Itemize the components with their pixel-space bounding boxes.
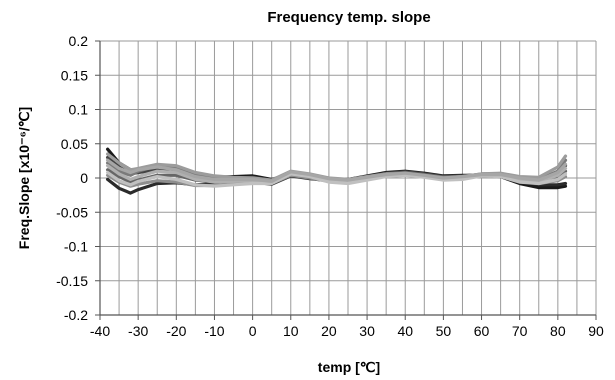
x-tick-label: 10 — [283, 323, 299, 339]
x-tick-label: 40 — [397, 323, 413, 339]
y-tick-label: -0.2 — [64, 307, 88, 323]
x-tick-label: 30 — [359, 323, 375, 339]
x-tick-label: -20 — [166, 323, 186, 339]
x-tick-label: 50 — [436, 323, 452, 339]
y-tick-label: 0.05 — [61, 136, 88, 152]
series-line-10 — [106, 158, 568, 183]
y-axis-label: Freq.Slope [x10⁻⁶/℃] — [16, 107, 32, 249]
y-tick-label: -0.15 — [56, 273, 88, 289]
chart-title: Frequency temp. slope — [267, 9, 430, 26]
axes — [95, 40, 597, 320]
x-tick-label: -10 — [204, 323, 224, 339]
x-tick-label: 20 — [321, 323, 337, 339]
y-tick-label: 0.15 — [61, 67, 88, 83]
series-lines — [106, 147, 568, 195]
x-tick-label: 70 — [512, 323, 528, 339]
y-tick-label: -0.1 — [64, 239, 88, 255]
series-line-9 — [106, 170, 568, 188]
x-tick-label: -40 — [90, 323, 110, 339]
y-tick-label: -0.05 — [56, 204, 88, 220]
y-tick-label: 0.2 — [69, 33, 89, 49]
x-tick-label: 90 — [588, 323, 604, 339]
x-tick-label: 0 — [249, 323, 257, 339]
y-tick-label: 0.1 — [69, 102, 89, 118]
x-tick-label: 80 — [550, 323, 566, 339]
x-axis-label: temp [℃] — [318, 359, 380, 375]
y-tick-label: 0 — [80, 170, 88, 186]
y-tick-labels: 0.2 0.15 0.1 0.05 0 -0.05 -0.1 -0.15 -0.2 — [56, 33, 88, 323]
x-tick-label: -30 — [128, 323, 148, 339]
x-tick-labels: -40 -30 -20 -10 0 10 20 30 40 50 60 70 80 90 — [90, 323, 604, 339]
x-tick-label: 60 — [474, 323, 490, 339]
